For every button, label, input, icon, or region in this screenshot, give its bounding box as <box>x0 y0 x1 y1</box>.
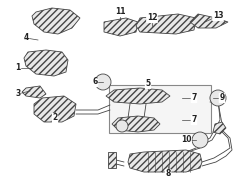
FancyBboxPatch shape <box>109 85 211 133</box>
Circle shape <box>118 122 126 130</box>
Text: 1: 1 <box>15 64 21 73</box>
Text: 4: 4 <box>23 33 29 42</box>
Text: 5: 5 <box>145 80 151 89</box>
Polygon shape <box>190 14 228 28</box>
Polygon shape <box>112 116 160 132</box>
Text: 12: 12 <box>147 14 157 22</box>
Polygon shape <box>108 152 116 168</box>
Circle shape <box>210 90 226 106</box>
Text: 10: 10 <box>181 136 191 145</box>
Circle shape <box>116 120 128 132</box>
Polygon shape <box>136 14 196 34</box>
Polygon shape <box>22 86 46 98</box>
Text: 7: 7 <box>191 116 197 125</box>
Polygon shape <box>213 122 226 134</box>
Polygon shape <box>128 150 202 172</box>
Text: 8: 8 <box>165 170 171 179</box>
Circle shape <box>98 77 108 87</box>
Circle shape <box>95 74 111 90</box>
Text: 6: 6 <box>92 78 98 87</box>
Circle shape <box>213 93 223 103</box>
Text: 2: 2 <box>52 114 58 123</box>
Polygon shape <box>34 96 76 122</box>
Text: 11: 11 <box>115 8 125 17</box>
Circle shape <box>192 132 208 148</box>
Text: 13: 13 <box>213 12 223 21</box>
Polygon shape <box>24 50 68 76</box>
Polygon shape <box>32 8 80 34</box>
Text: 7: 7 <box>191 93 197 102</box>
Circle shape <box>195 135 205 145</box>
Polygon shape <box>106 88 170 104</box>
Text: 3: 3 <box>15 89 21 98</box>
Text: 9: 9 <box>219 93 225 102</box>
Polygon shape <box>104 18 138 36</box>
